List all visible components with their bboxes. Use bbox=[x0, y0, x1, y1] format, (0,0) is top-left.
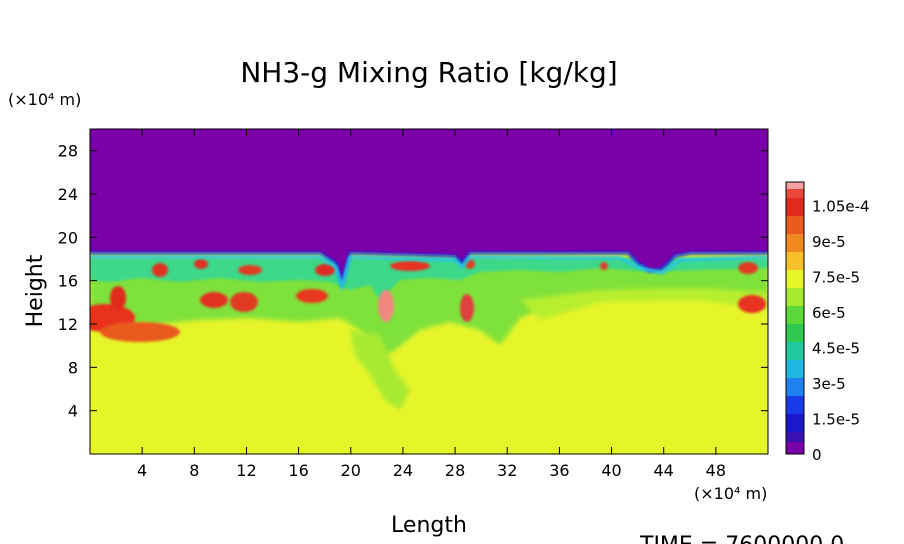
colorbar-stripe bbox=[786, 432, 804, 442]
colorbar-label: 9e-5 bbox=[812, 233, 846, 251]
colorbar-stripe bbox=[786, 396, 804, 414]
red-patch bbox=[238, 265, 262, 275]
colorbar-stripe bbox=[786, 324, 804, 342]
red-patch bbox=[194, 259, 208, 269]
y-tick-label: 12 bbox=[58, 315, 78, 334]
x-tick-label: 16 bbox=[288, 461, 308, 480]
y-tick-label: 28 bbox=[58, 142, 78, 161]
red-patch bbox=[230, 292, 258, 312]
red-patch bbox=[200, 292, 228, 308]
colorbar-label: 4.5e-5 bbox=[812, 340, 860, 358]
colorbar-stripe bbox=[786, 288, 804, 306]
colorbar-stripe bbox=[786, 252, 804, 270]
colorbar-stripe bbox=[786, 234, 804, 252]
y-tick-label: 20 bbox=[58, 228, 78, 247]
heatmap-cyan-fringe bbox=[90, 255, 768, 293]
colorbar-label: 7.5e-5 bbox=[812, 269, 860, 287]
x-tick-label: 36 bbox=[549, 461, 569, 480]
red-patch bbox=[100, 322, 180, 342]
colorbar-label: 0 bbox=[812, 446, 822, 464]
colorbar-stripe bbox=[786, 378, 804, 396]
colorbar-label: 1.05e-4 bbox=[812, 198, 870, 216]
x-axis-label: Length bbox=[391, 513, 467, 538]
colorbar-stripe bbox=[786, 182, 804, 189]
x-tick-label: 12 bbox=[236, 461, 256, 480]
y-axis-label: Height bbox=[23, 254, 48, 327]
x-tick-label: 24 bbox=[393, 461, 413, 480]
colorbar-stripe bbox=[786, 216, 804, 234]
x-tick-label: 8 bbox=[189, 461, 199, 480]
red-patch bbox=[315, 264, 335, 276]
colorbar-frame bbox=[785, 181, 805, 455]
x-unit-label: (×10⁴ m) bbox=[694, 484, 767, 503]
colorbar-stripe bbox=[786, 270, 804, 288]
colorbar-label: 1.5e-5 bbox=[812, 411, 860, 429]
red-patch bbox=[152, 263, 168, 277]
chart-title: NH3-g Mixing Ratio [kg/kg] bbox=[240, 56, 617, 89]
red-patch bbox=[738, 295, 766, 313]
red-patch bbox=[296, 289, 328, 303]
y-tick-label: 4 bbox=[68, 402, 78, 421]
colorbar bbox=[785, 181, 805, 455]
colorbar-stripe bbox=[786, 442, 804, 454]
x-tick-label: 28 bbox=[445, 461, 465, 480]
time-label: TIME = 7600000.0 bbox=[639, 533, 844, 544]
x-tick-label: 4 bbox=[137, 461, 147, 480]
plot-frame bbox=[89, 128, 769, 455]
colorbar-stripe bbox=[786, 198, 804, 216]
colorbar-stripe bbox=[786, 342, 804, 360]
heatmap-field bbox=[90, 129, 768, 454]
x-tick-label: 48 bbox=[706, 461, 726, 480]
x-tick-label: 44 bbox=[654, 461, 674, 480]
x-tick-label: 32 bbox=[497, 461, 517, 480]
colorbar-label: 3e-5 bbox=[812, 375, 846, 393]
heatmap-plume-1 bbox=[350, 330, 410, 410]
colorbar-stripe bbox=[786, 414, 804, 432]
red-patch bbox=[460, 294, 474, 322]
colorbar-labels: 1.05e-4 9e-5 7.5e-5 6e-5 4.5e-5 3e-5 1.5e-5 0 bbox=[812, 198, 870, 464]
heatmap-upper-region bbox=[90, 129, 768, 282]
x-tick-label: 40 bbox=[601, 461, 621, 480]
x-tick-label: 20 bbox=[341, 461, 361, 480]
heatmap-red-patches bbox=[90, 259, 766, 342]
colorbar-stripe bbox=[786, 306, 804, 324]
red-patch bbox=[390, 261, 430, 271]
red-patch bbox=[378, 290, 394, 322]
red-patch bbox=[738, 262, 758, 274]
colorbar-stripe bbox=[786, 189, 804, 198]
heatmap-plume-2 bbox=[520, 288, 768, 320]
red-patch bbox=[110, 286, 126, 310]
y-unit-label: (×10⁴ m) bbox=[8, 90, 81, 109]
y-tick-label: 8 bbox=[68, 358, 78, 377]
heatmap-green-band bbox=[90, 258, 768, 358]
y-tick-label: 16 bbox=[58, 272, 78, 291]
y-tick-label: 24 bbox=[58, 185, 78, 204]
colorbar-stripe bbox=[786, 360, 804, 378]
red-patch bbox=[600, 262, 608, 270]
colorbar-label: 6e-5 bbox=[812, 304, 846, 322]
